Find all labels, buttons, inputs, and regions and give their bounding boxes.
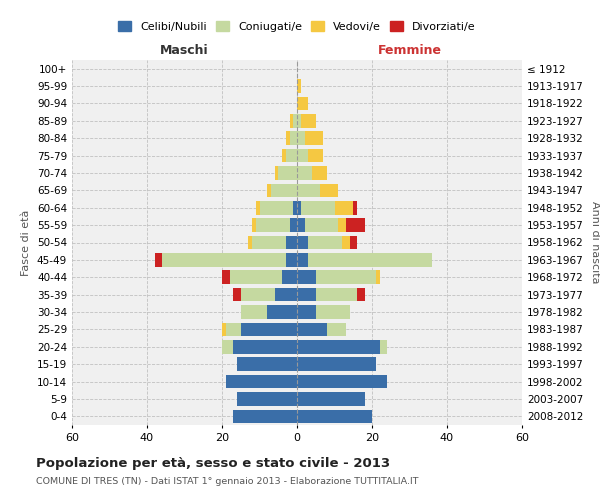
Bar xyxy=(297,358,376,371)
Bar xyxy=(338,218,346,232)
Bar xyxy=(286,132,290,145)
Bar xyxy=(275,288,297,302)
Bar xyxy=(297,375,387,388)
Bar xyxy=(233,288,241,302)
Bar xyxy=(297,149,308,162)
Bar xyxy=(271,184,297,197)
Bar xyxy=(256,218,290,232)
Bar xyxy=(327,322,346,336)
Bar xyxy=(297,270,316,284)
Bar xyxy=(297,253,308,266)
Bar xyxy=(286,253,297,266)
Bar xyxy=(290,114,293,128)
Bar xyxy=(301,201,335,214)
Bar xyxy=(320,184,338,197)
Bar xyxy=(241,288,275,302)
Bar xyxy=(297,305,316,319)
Bar xyxy=(286,149,297,162)
Bar xyxy=(297,184,320,197)
Bar xyxy=(316,288,357,302)
Bar xyxy=(275,166,278,180)
Bar xyxy=(357,288,365,302)
Bar xyxy=(297,114,301,128)
Bar xyxy=(297,392,365,406)
Bar xyxy=(155,253,162,266)
Bar xyxy=(233,340,297,353)
Bar xyxy=(301,114,316,128)
Bar xyxy=(297,340,380,353)
Text: Maschi: Maschi xyxy=(160,44,209,57)
Bar xyxy=(380,340,387,353)
Bar xyxy=(241,305,267,319)
Bar xyxy=(162,253,286,266)
Bar xyxy=(286,236,297,250)
Bar xyxy=(233,410,297,423)
Bar xyxy=(290,132,297,145)
Bar xyxy=(297,80,301,93)
Bar xyxy=(308,149,323,162)
Bar xyxy=(267,305,297,319)
Legend: Celibi/Nubili, Coniugati/e, Vedovi/e, Divorziati/e: Celibi/Nubili, Coniugati/e, Vedovi/e, Di… xyxy=(115,18,479,36)
Bar xyxy=(297,218,305,232)
Bar xyxy=(293,201,297,214)
Bar xyxy=(237,392,297,406)
Bar xyxy=(353,201,357,214)
Bar xyxy=(308,253,432,266)
Bar xyxy=(335,201,353,214)
Bar xyxy=(297,96,308,110)
Y-axis label: Anni di nascita: Anni di nascita xyxy=(590,201,600,284)
Bar xyxy=(297,410,372,423)
Bar xyxy=(229,270,282,284)
Bar xyxy=(267,184,271,197)
Bar xyxy=(226,322,241,336)
Bar xyxy=(305,132,323,145)
Bar xyxy=(256,201,260,214)
Bar xyxy=(297,132,305,145)
Bar xyxy=(252,236,286,250)
Bar xyxy=(222,322,226,336)
Text: Femmine: Femmine xyxy=(377,44,442,57)
Bar xyxy=(222,340,233,353)
Bar xyxy=(297,236,308,250)
Bar xyxy=(252,218,256,232)
Bar xyxy=(312,166,327,180)
Bar xyxy=(278,166,297,180)
Bar xyxy=(342,236,349,250)
Bar xyxy=(222,270,229,284)
Bar xyxy=(316,270,376,284)
Bar xyxy=(297,201,301,214)
Bar xyxy=(237,358,297,371)
Bar xyxy=(297,166,312,180)
Bar xyxy=(260,201,293,214)
Bar xyxy=(308,236,342,250)
Bar xyxy=(282,149,286,162)
Bar xyxy=(226,375,297,388)
Bar xyxy=(297,322,327,336)
Bar xyxy=(293,114,297,128)
Text: Popolazione per età, sesso e stato civile - 2013: Popolazione per età, sesso e stato civil… xyxy=(36,458,390,470)
Bar xyxy=(248,236,252,250)
Bar xyxy=(346,218,365,232)
Bar xyxy=(376,270,380,284)
Bar xyxy=(282,270,297,284)
Bar xyxy=(290,218,297,232)
Bar xyxy=(349,236,357,250)
Text: COMUNE DI TRES (TN) - Dati ISTAT 1° gennaio 2013 - Elaborazione TUTTITALIA.IT: COMUNE DI TRES (TN) - Dati ISTAT 1° genn… xyxy=(36,478,419,486)
Bar xyxy=(305,218,338,232)
Bar xyxy=(241,322,297,336)
Y-axis label: Fasce di età: Fasce di età xyxy=(22,210,31,276)
Bar xyxy=(316,305,349,319)
Bar xyxy=(297,288,316,302)
